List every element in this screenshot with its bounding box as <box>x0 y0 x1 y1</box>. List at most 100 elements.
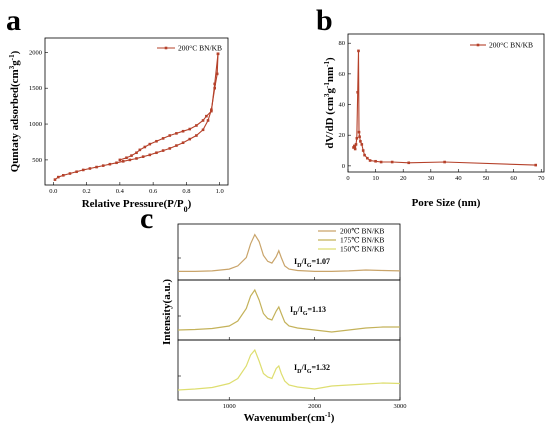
data-point <box>161 137 165 140</box>
data-point <box>201 128 205 132</box>
data-point <box>356 90 359 94</box>
data-point <box>359 140 362 143</box>
data-point <box>141 155 145 158</box>
y-axis-title: dV/dD (cm3g-1nm-1) <box>323 57 336 149</box>
x-tick-label: 0.0 <box>49 188 57 195</box>
y-tick-label: 40 <box>339 102 346 109</box>
data-point <box>201 119 205 122</box>
data-point <box>108 162 112 166</box>
x-tick-label: 1.0 <box>216 188 224 195</box>
y-tick-label: 1500 <box>29 85 42 92</box>
data-point <box>379 160 383 164</box>
desorption-line <box>119 53 219 161</box>
legend-marker <box>476 43 480 47</box>
data-point <box>53 178 57 181</box>
data-point <box>195 124 198 127</box>
data-point <box>95 165 98 169</box>
x-tick-label: 0.6 <box>149 188 158 195</box>
data-point <box>206 119 210 122</box>
x-tick-label: 0 <box>346 175 349 182</box>
y-tick-label: 1000 <box>29 121 42 128</box>
raman-spectrum-line <box>177 348 401 391</box>
data-point <box>130 154 133 157</box>
data-point <box>407 161 411 165</box>
id-ig-ratio-label: ID/IG=1.32 <box>294 363 330 375</box>
y-axis-title: Intensity(a.u.) <box>161 279 173 345</box>
subplot-frame <box>177 339 401 401</box>
data-point <box>62 174 65 177</box>
y-tick-label: 60 <box>339 71 346 78</box>
y-tick-label: 500 <box>32 157 42 164</box>
raman-spectrum-line <box>178 233 401 272</box>
chart-c: ID/IG=1.07 ID/IG=1.13 ID/IG=1.32 1000 2000 30… <box>161 223 407 424</box>
data-point <box>366 156 369 160</box>
y-axis-title: Quntaty adsorbed(cm3g-1) <box>8 50 21 172</box>
data-point <box>213 82 216 86</box>
data-point <box>188 127 192 131</box>
legend-label: 200°C BN/KB <box>489 41 533 50</box>
data-point <box>115 161 118 165</box>
x-tick-label: 60 <box>510 175 517 182</box>
data-point <box>121 160 125 163</box>
data-point <box>161 149 165 152</box>
data-point <box>168 134 172 137</box>
data-point <box>135 157 138 160</box>
data-point <box>353 144 356 148</box>
data-point <box>57 175 60 179</box>
adsorption-line <box>54 53 219 181</box>
data-point <box>181 141 185 144</box>
id-ig-ratio-label: ID/IG=1.13 <box>290 305 326 317</box>
x-tick-label: 1000 <box>223 403 236 410</box>
data-point <box>534 163 538 167</box>
data-point <box>128 158 132 162</box>
data-point <box>357 130 361 134</box>
data-point <box>205 114 208 118</box>
data-point <box>88 167 92 170</box>
data-point <box>368 159 372 162</box>
chart-a: 0.0 0.2 0.4 0.6 0.8 1.0 500 1000 1500 2000 200°C B… <box>8 37 229 214</box>
data-point <box>143 145 147 149</box>
x-axis-title: Pore Size (nm) <box>412 197 481 209</box>
legend-label: 175℃ BN/KB <box>340 236 384 245</box>
x-tick-label: 30 <box>428 175 435 182</box>
x-axis-title: Wavenumber(cm-1) <box>244 411 335 424</box>
x-axis-title: Relative Pressure(P/P0) <box>82 198 192 214</box>
data-point <box>357 49 360 53</box>
x-tick-label: 10 <box>372 175 379 182</box>
data-point <box>188 137 192 141</box>
data-point <box>175 144 178 147</box>
data-point <box>135 151 138 155</box>
data-point <box>210 109 213 113</box>
x-tick-label: 0.8 <box>182 188 190 195</box>
plot-frame <box>44 37 229 186</box>
y-tick-label: 0 <box>342 163 345 170</box>
data-point <box>155 139 158 143</box>
legend-label: 200℃ BN/KB <box>340 227 384 236</box>
legend-marker <box>164 46 168 50</box>
data-point <box>358 135 361 139</box>
data-point <box>155 151 158 155</box>
x-tick-label: 2000 <box>308 403 321 410</box>
data-point <box>181 129 185 133</box>
subplot-frame <box>177 279 401 341</box>
chart-b: 0 10 20 30 40 50 60 70 0 20 40 60 80 200°C BN/KB Pore … <box>323 33 545 209</box>
data-point <box>68 172 72 175</box>
x-tick-label: 50 <box>483 175 490 182</box>
legend-label: 200°C BN/KB <box>178 44 222 53</box>
id-ig-ratio-label: ID/IG=1.07 <box>294 257 330 269</box>
pore-size-line <box>353 50 536 166</box>
x-tick-label: 70 <box>538 175 545 182</box>
x-tick-label: 0.2 <box>83 188 91 195</box>
plot-frame <box>347 33 545 173</box>
x-tick-label: 40 <box>455 175 462 182</box>
data-point <box>168 147 172 150</box>
y-tick-label: 80 <box>339 40 346 47</box>
data-point <box>195 134 198 137</box>
data-point <box>148 142 152 146</box>
panel-letter-b: b <box>316 4 333 37</box>
data-point <box>374 159 377 163</box>
data-point <box>363 153 366 157</box>
data-point <box>355 136 359 140</box>
data-point <box>215 72 219 76</box>
